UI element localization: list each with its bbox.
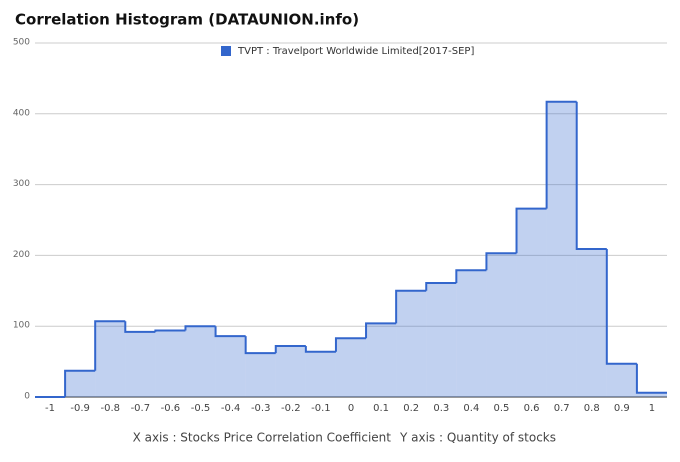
y-tick-label: 100 [13, 321, 30, 331]
histogram-outline [605, 249, 637, 365]
histogram-outline [334, 337, 367, 352]
x-tick-label: -0.2 [281, 403, 301, 414]
x-tick-label: 0.6 [524, 403, 540, 414]
x-tick-label: -0.5 [191, 403, 211, 414]
x-tick-label: 1 [649, 403, 655, 414]
histogram-outline [395, 289, 427, 324]
y-tick-label: 500 [13, 38, 30, 48]
x-tick-label: -0.9 [70, 403, 90, 414]
legend-label: TVPT : Travelport Worldwide Limited[2017… [237, 46, 474, 57]
y-axis-label: Y axis : Quantity of stocks [399, 431, 556, 445]
histogram-bar [155, 330, 186, 397]
x-tick-label: 0.2 [403, 403, 419, 414]
x-tick-label: 0.3 [433, 403, 449, 414]
histogram-bar [486, 253, 517, 397]
histogram-bar [245, 353, 276, 397]
chart-title: Correlation Histogram (DATAUNION.info) [15, 11, 359, 29]
y-tick-label: 0 [24, 392, 30, 402]
histogram-bar [636, 392, 667, 397]
histogram-outline [635, 363, 667, 394]
x-tick-label: 0.7 [554, 403, 570, 414]
x-tick-label: 0.8 [584, 403, 600, 414]
histogram-outline [485, 252, 517, 271]
x-tick-label: -0.6 [161, 403, 181, 414]
histogram-bar [185, 326, 216, 397]
x-tick-label: -0.7 [131, 403, 151, 414]
histogram-outline [425, 282, 457, 291]
histogram-outline [244, 336, 276, 355]
histogram-outline [575, 101, 607, 251]
x-tick-label: -0.4 [221, 403, 241, 414]
histogram-bar [215, 336, 246, 397]
histogram-outline [274, 345, 306, 354]
histogram-outline [365, 322, 397, 339]
histogram-bar [305, 351, 336, 397]
x-tick-label: 0.4 [463, 403, 479, 414]
y-tick-label: 300 [13, 179, 30, 189]
histogram-bar [95, 321, 126, 397]
histogram-bar [606, 363, 637, 397]
x-tick-label: -1 [45, 403, 55, 414]
x-tick-label: -0.1 [311, 403, 331, 414]
legend-swatch [221, 46, 231, 56]
histogram-outline [64, 369, 96, 397]
histogram-outline [214, 326, 246, 338]
histogram-bar [335, 338, 367, 397]
x-axis-label: X axis : Stocks Price Correlation Coeffi… [133, 431, 392, 445]
y-tick-label: 400 [13, 108, 30, 118]
histogram-bar [516, 208, 547, 397]
x-tick-label: 0.1 [373, 403, 389, 414]
histogram-bar [65, 370, 96, 397]
histogram-outline [545, 100, 577, 209]
histogram-bar [396, 290, 427, 397]
histogram-outline [94, 320, 126, 371]
histogram-outline [515, 207, 547, 254]
x-tick-label: 0.9 [614, 403, 630, 414]
histogram-bar [426, 283, 457, 397]
x-tick-label: 0.5 [494, 403, 510, 414]
histogram-outline [304, 346, 336, 353]
histogram-bar [546, 101, 577, 397]
y-tick-label: 200 [13, 250, 30, 260]
x-tick-label: 0 [348, 403, 354, 414]
histogram-outline [154, 329, 186, 332]
histogram-bar [125, 331, 156, 397]
histogram-bar [275, 346, 306, 397]
histogram-outline [124, 321, 156, 333]
x-tick-label: -0.3 [251, 403, 271, 414]
histogram-outline [455, 269, 487, 284]
histogram-bar [456, 270, 487, 397]
x-tick-label: -0.8 [100, 403, 120, 414]
histogram-bar [366, 323, 397, 397]
histogram-bar [576, 249, 607, 397]
histogram-outline [184, 325, 216, 331]
